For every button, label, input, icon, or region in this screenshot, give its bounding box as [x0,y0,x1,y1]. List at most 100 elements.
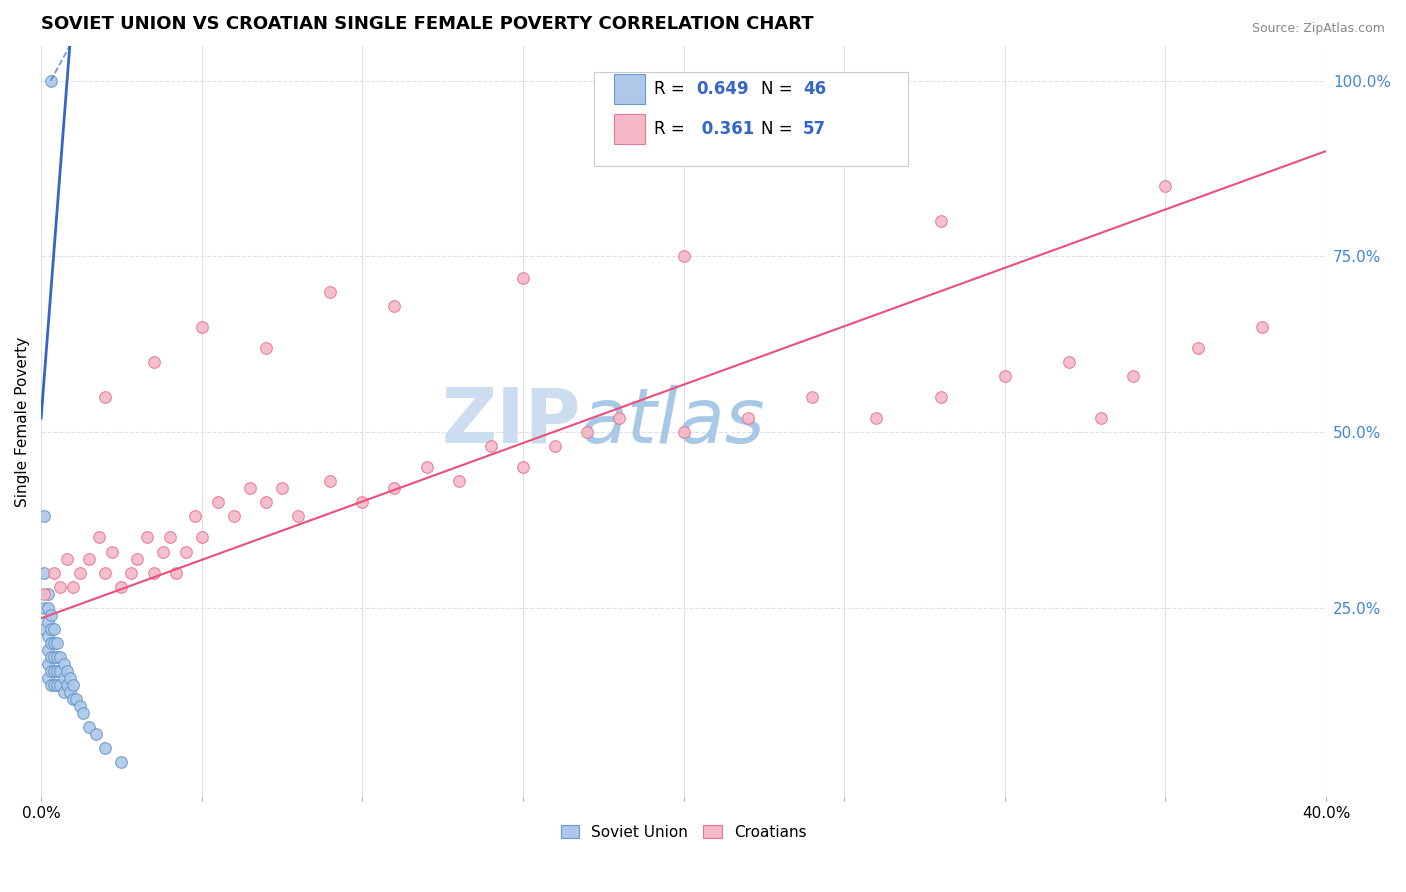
Point [62,580,84,594]
Point [207,495,229,509]
Point [37,643,59,657]
Point [37,587,59,601]
Point [239,481,262,495]
Text: R =: R = [654,80,690,98]
Point [94,390,117,404]
Point [319,475,342,489]
Text: 46: 46 [803,80,827,98]
Point [46,636,69,650]
Point [34,600,56,615]
Point [49,678,72,692]
Point [42,566,65,580]
Point [42,649,65,664]
Point [56,678,79,692]
Point [42,622,65,636]
Point [94,566,117,580]
Legend: Soviet Union, Croatians: Soviet Union, Croatians [554,819,813,847]
Point [512,270,534,285]
Point [384,481,406,495]
Text: R =: R = [654,120,690,138]
Point [34,509,56,524]
Point [37,615,59,629]
Point [184,509,207,524]
Point [152,544,174,558]
Point [801,390,824,404]
Point [56,551,79,566]
Y-axis label: Single Female Poverty: Single Female Poverty [15,336,30,507]
Point [222,509,245,524]
Point [190,531,212,545]
Point [1250,319,1272,334]
Text: Source: ZipAtlas.com: Source: ZipAtlas.com [1251,22,1385,36]
Point [72,706,94,720]
Point [46,649,69,664]
Point [142,355,165,369]
Point [254,341,277,355]
FancyBboxPatch shape [593,72,908,166]
Point [190,319,212,334]
Point [37,600,59,615]
Point [62,678,84,692]
Point [512,460,534,475]
Point [79,720,101,734]
Point [479,439,502,453]
Point [39,636,62,650]
Point [34,622,56,636]
Point [52,657,75,671]
Point [159,531,181,545]
Point [37,629,59,643]
Point [59,685,82,699]
Point [929,214,952,228]
Point [42,678,65,692]
Point [34,587,56,601]
Point [42,664,65,678]
Point [136,531,159,545]
Point [319,285,342,299]
Point [415,460,437,475]
Point [1187,341,1209,355]
Point [52,685,75,699]
FancyBboxPatch shape [614,74,645,104]
Text: ZIP: ZIP [441,384,581,458]
Point [39,678,62,692]
Point [39,649,62,664]
Point [39,607,62,622]
Point [62,692,84,706]
Point [49,580,72,594]
Point [39,664,62,678]
Text: 0.649: 0.649 [696,80,749,98]
Point [42,636,65,650]
Point [994,368,1017,383]
Text: 57: 57 [803,120,827,138]
Point [39,74,62,88]
Point [101,544,124,558]
Point [46,664,69,678]
Point [49,664,72,678]
Point [127,551,149,566]
Text: SOVIET UNION VS CROATIAN SINGLE FEMALE POVERTY CORRELATION CHART: SOVIET UNION VS CROATIAN SINGLE FEMALE P… [41,15,814,33]
Point [65,692,87,706]
Point [865,411,887,425]
Point [120,566,142,580]
Point [672,249,695,263]
Point [544,439,567,453]
Text: N =: N = [761,80,797,98]
Point [46,678,69,692]
Point [165,566,187,580]
Point [52,671,75,685]
Text: 0.361: 0.361 [696,120,755,138]
Point [287,509,309,524]
Text: N =: N = [761,120,797,138]
Text: atlas: atlas [581,384,765,458]
Point [56,664,79,678]
Point [607,411,630,425]
Point [174,544,197,558]
Point [49,649,72,664]
Point [39,622,62,636]
Point [110,580,132,594]
Point [110,756,132,770]
FancyBboxPatch shape [614,114,645,144]
Point [142,566,165,580]
Point [37,671,59,685]
Point [69,566,91,580]
